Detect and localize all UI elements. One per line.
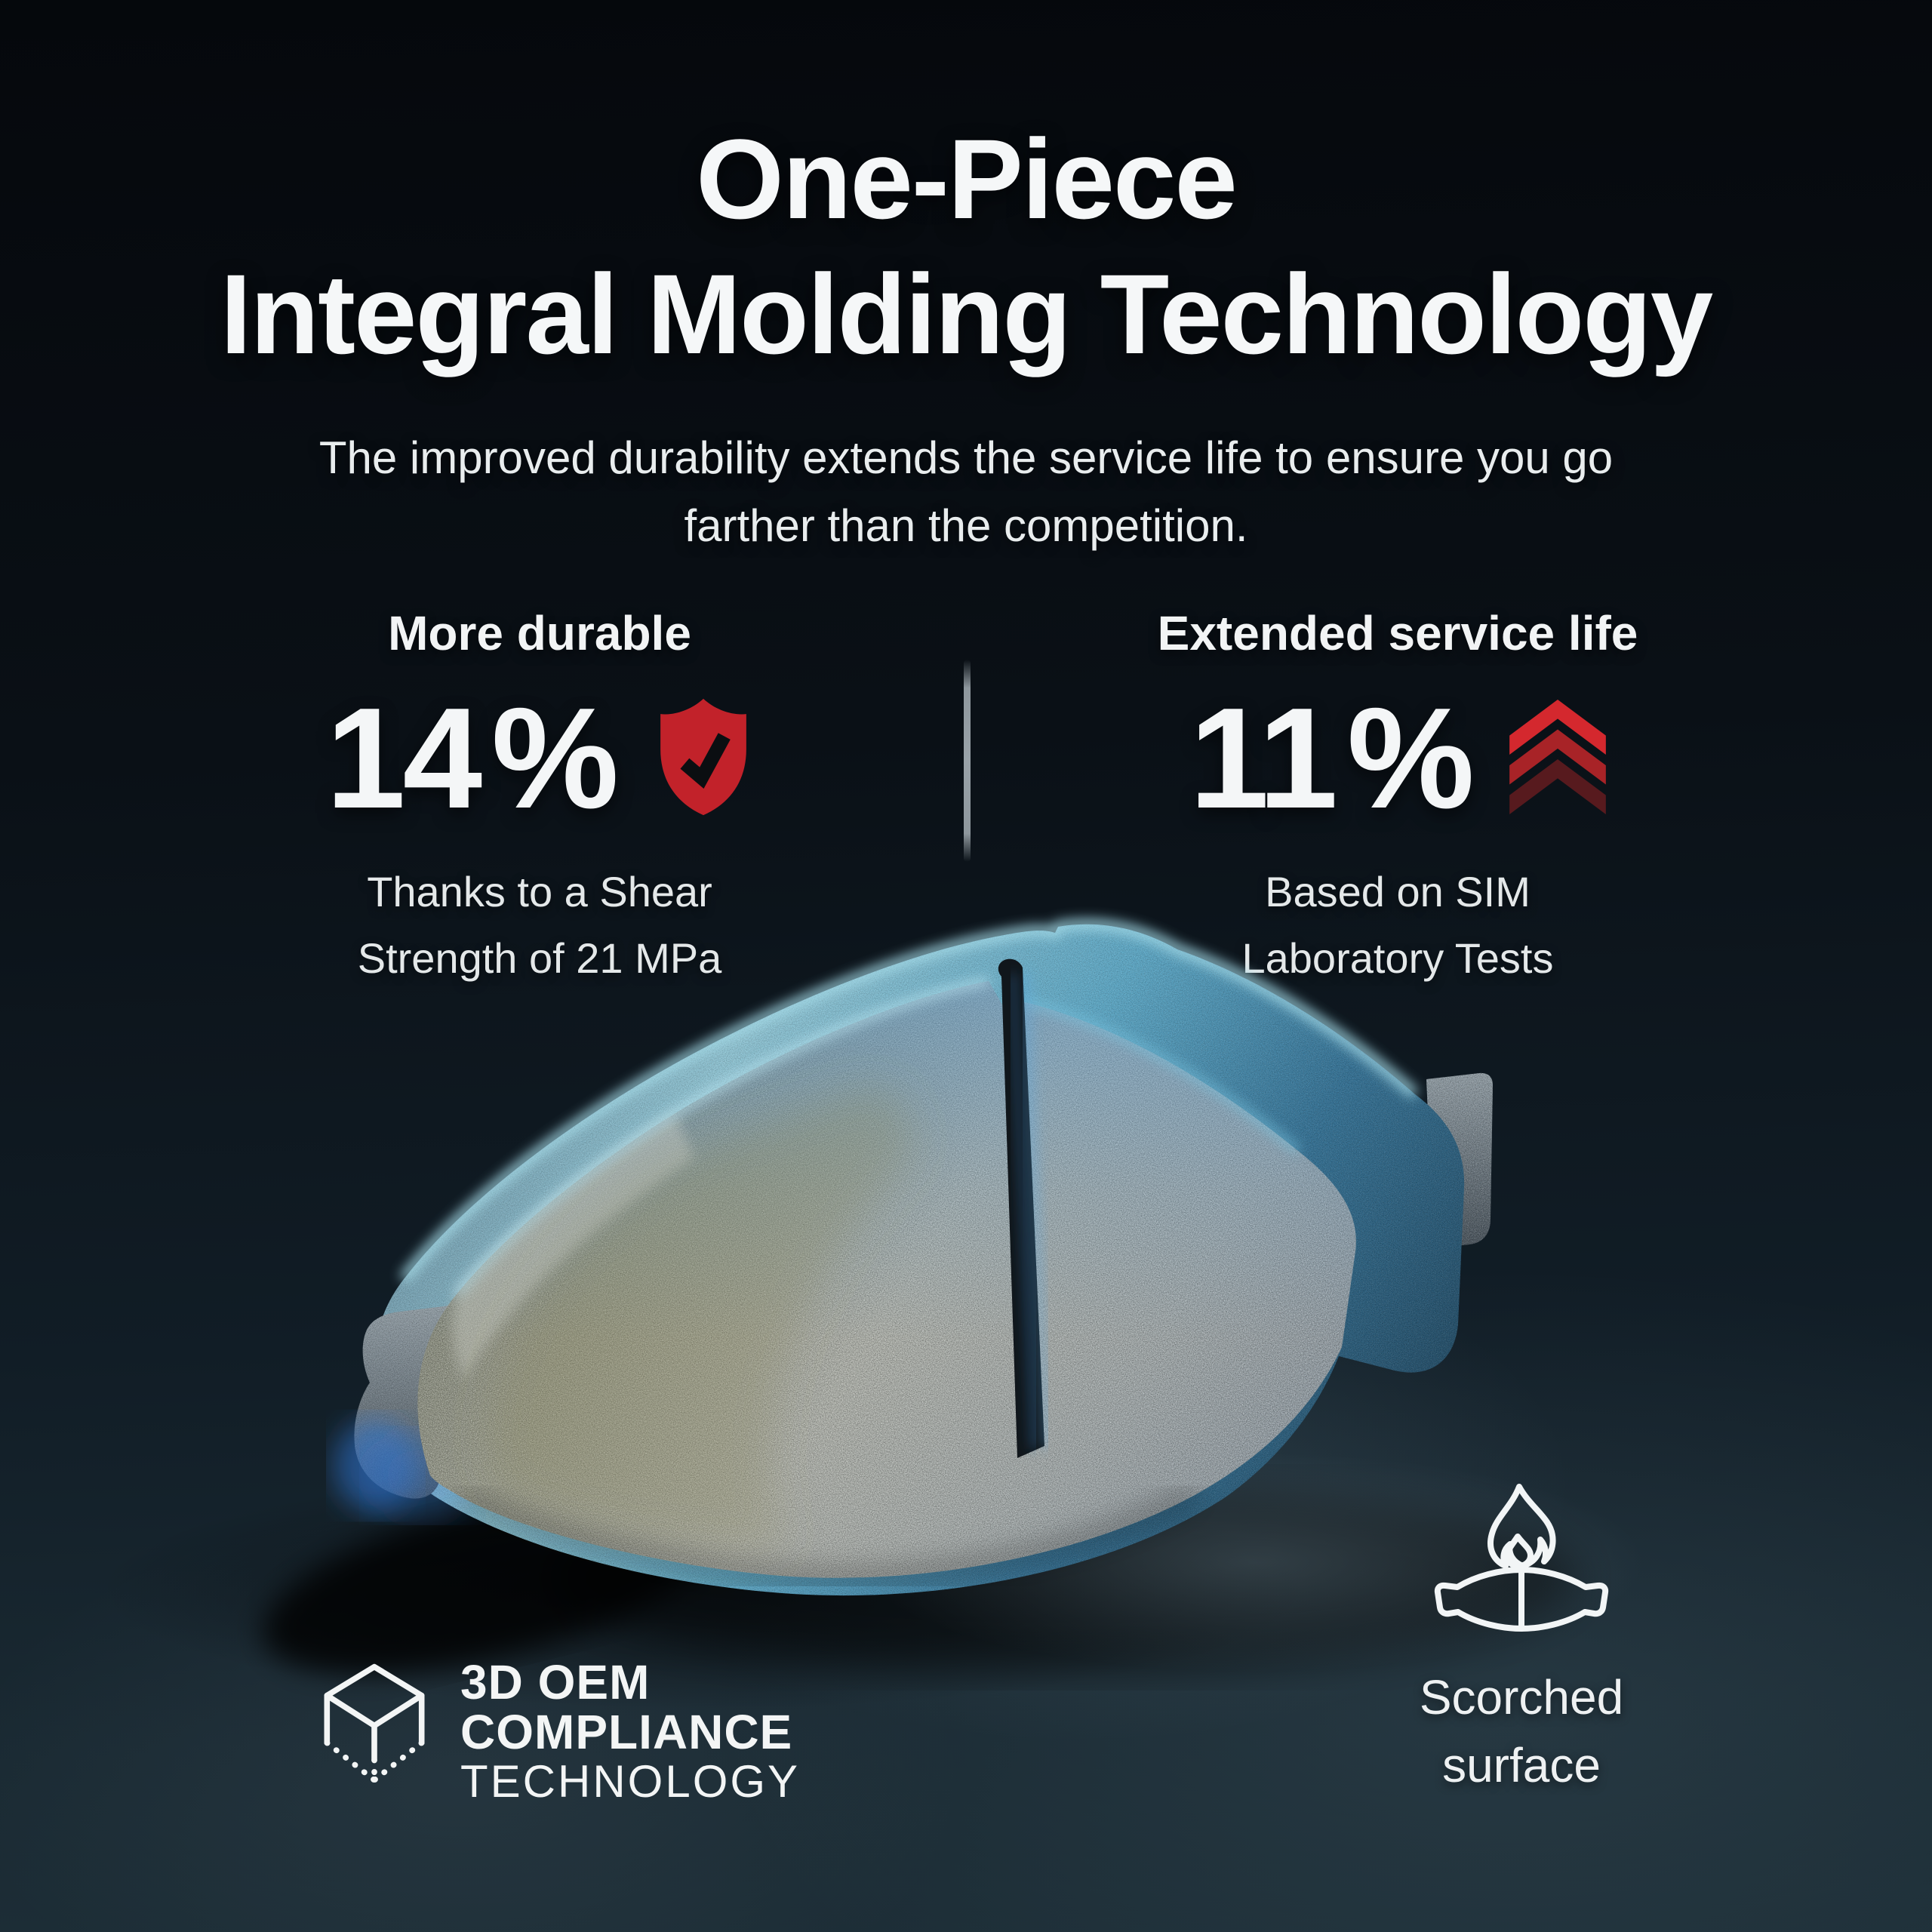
page-subtitle: The improved durability extends the serv… [0, 424, 1932, 560]
compliance-badge: 3D OEM COMPLIANCE TECHNOLOGY [317, 1657, 800, 1807]
stat-value: 11% [1189, 687, 1475, 830]
scorched-line-2: surface [1442, 1738, 1601, 1792]
scorched-badge-text: Scorched surface [1420, 1663, 1623, 1799]
subtitle-line-2: farther than the competition. [684, 500, 1248, 551]
title-line-1: One-Piece [696, 115, 1238, 242]
stat-heading: More durable [388, 606, 691, 660]
stat-value-row: 14% [326, 679, 753, 838]
stat-caption: Thanks to a Shear Strength of 21 MPa [358, 859, 722, 992]
subtitle-line-1: The improved durability extends the serv… [318, 432, 1614, 483]
page-title: One-Piece Integral Molding Technology [0, 112, 1932, 381]
wireframe-cube-icon [317, 1657, 432, 1798]
stat-caption-line-2: Strength of 21 MPa [357, 934, 722, 982]
compliance-badge-text: 3D OEM COMPLIANCE TECHNOLOGY [460, 1657, 800, 1807]
stat-more-durable: More durable 14% Thanks to a Shear Stren… [245, 607, 834, 992]
stat-value-number: 11 [1189, 678, 1338, 838]
flame-over-brake-pad-icon [1427, 1478, 1616, 1644]
scorched-surface-badge: Scorched surface [1358, 1478, 1684, 1799]
stat-value-unit: % [491, 678, 619, 838]
stat-value-number: 14 [325, 678, 482, 838]
title-line-2: Integral Molding Technology [220, 250, 1714, 377]
stats-divider [964, 660, 971, 862]
stat-caption: Based on SIM Laboratory Tests [1242, 859, 1554, 992]
stat-heading: Extended service life [1157, 606, 1638, 660]
compliance-line-1: 3D OEM [460, 1655, 651, 1709]
brake-pad-render [98, 898, 1645, 1709]
stat-value-row: 11% [1189, 679, 1606, 838]
compliance-line-2: COMPLIANCE [460, 1705, 793, 1759]
compliance-line-3: TECHNOLOGY [460, 1756, 801, 1807]
stat-caption-line-2: Laboratory Tests [1241, 934, 1554, 982]
triple-chevron-up-icon [1509, 699, 1606, 818]
stat-extended-service-life: Extended service life 11% Based on SIM L… [1103, 607, 1692, 992]
stat-caption-line-1: Thanks to a Shear [367, 868, 712, 915]
shield-check-icon [654, 694, 753, 824]
stat-value: 14% [326, 687, 619, 830]
stat-value-unit: % [1346, 678, 1475, 838]
stat-caption-line-1: Based on SIM [1265, 868, 1531, 915]
scorched-line-1: Scorched [1419, 1670, 1624, 1724]
